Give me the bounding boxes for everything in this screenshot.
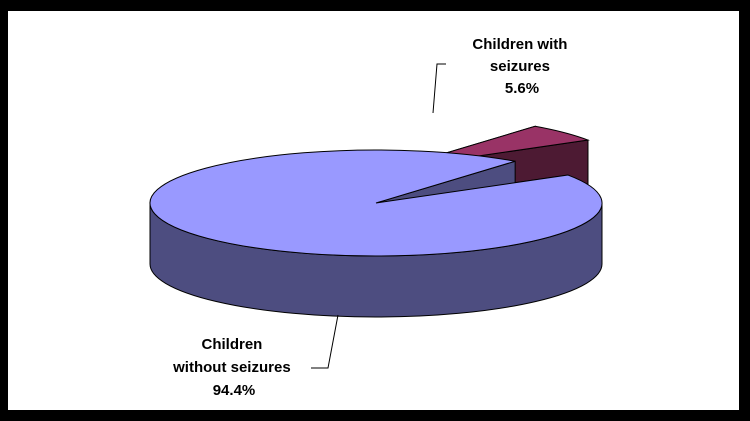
slice-label-seizures: Children with seizures 5.6% xyxy=(472,36,571,97)
leader-line-seizures xyxy=(432,63,446,114)
leader-line-without-seizures xyxy=(311,314,339,369)
slice-label-without-seizures: Children without seizures 94.4% xyxy=(172,336,295,399)
slice-labels: Children with seizures 5.6% Children wit… xyxy=(172,36,571,399)
leader-lines xyxy=(311,63,446,369)
pie-tops xyxy=(149,125,603,257)
pie-slice-without-seizures xyxy=(149,149,603,257)
